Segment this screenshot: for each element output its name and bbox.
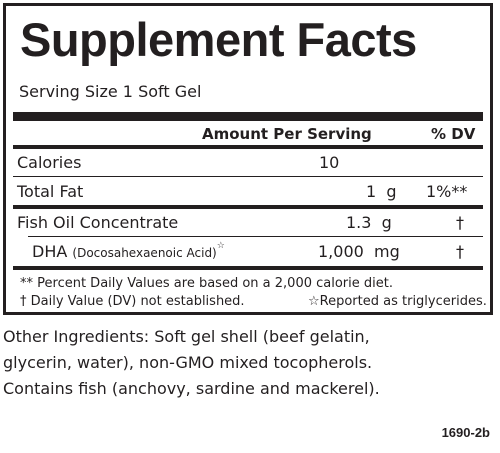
row-fish-oil-dv: † xyxy=(456,213,464,232)
row-total-fat-name: Total Fat xyxy=(17,182,84,201)
other-ingredients-line: Contains fish (anchovy, sardine and mack… xyxy=(3,379,380,398)
other-ingredients-line: glycerin, water), non-GMO mixed tocopher… xyxy=(3,353,373,372)
serving-size: Serving Size 1 Soft Gel xyxy=(19,82,202,101)
supplement-facts-panel: Supplement Facts Serving Size 1 Soft Gel… xyxy=(3,3,493,315)
other-ingredients-line: Other Ingredients: Soft gel shell (beef … xyxy=(3,327,370,346)
dha-label: DHA xyxy=(32,242,68,261)
row-fish-oil-amount: 1.3 g xyxy=(346,213,392,232)
footnote-triglycerides: ☆Reported as triglycerides. xyxy=(308,294,487,309)
header-divider xyxy=(13,145,483,149)
footnote-dv-not-established: † Daily Value (DV) not established. xyxy=(20,294,245,309)
panel-title: Supplement Facts xyxy=(20,13,417,66)
footnote-dv-basis: ** Percent Daily Values are based on a 2… xyxy=(20,276,393,291)
row-divider xyxy=(13,176,483,177)
triglyceride-mark: ☆ xyxy=(216,241,225,251)
row-calories-name: Calories xyxy=(17,153,82,172)
other-ingredients: Other Ingredients: Soft gel shell (beef … xyxy=(3,324,493,402)
row-calories-amount: 10 xyxy=(319,153,340,172)
dha-detail: (Docosahexaenoic Acid) xyxy=(72,246,217,260)
row-dha-dv: † xyxy=(456,242,464,261)
row-divider xyxy=(28,236,483,237)
row-total-fat-amount: 1 g xyxy=(366,182,397,201)
product-code: 1690-2b xyxy=(441,425,490,440)
row-total-fat-dv: 1%** xyxy=(426,182,468,201)
footnote-divider xyxy=(13,266,483,270)
row-dha-amount: 1,000 mg xyxy=(318,242,400,261)
dv-header: % DV xyxy=(431,125,476,143)
row-divider-thick xyxy=(13,205,483,209)
thick-divider xyxy=(13,112,483,121)
amount-per-serving-header: Amount Per Serving xyxy=(202,125,372,143)
row-fish-oil-name: Fish Oil Concentrate xyxy=(17,213,179,232)
row-dha-name: DHA (Docosahexaenoic Acid)☆ xyxy=(32,241,225,261)
